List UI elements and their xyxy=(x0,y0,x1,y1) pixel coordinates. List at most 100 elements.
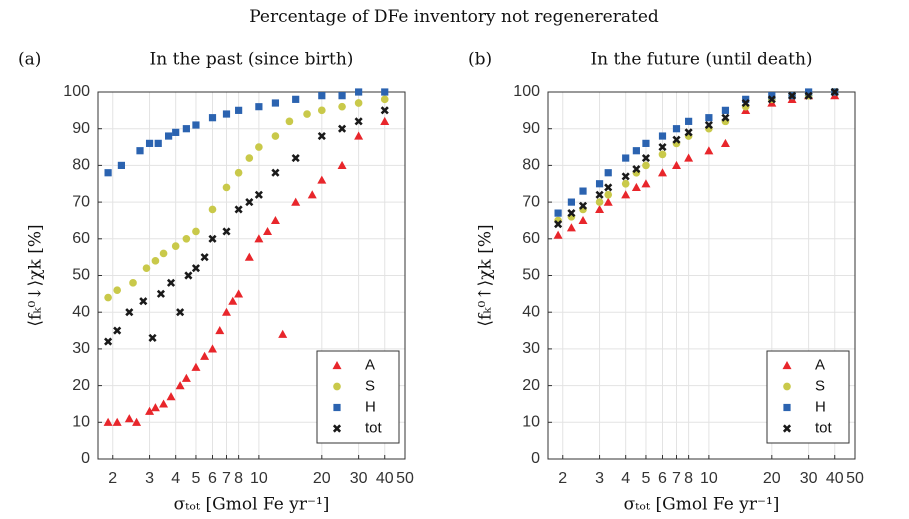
y-tick-label: 0 xyxy=(531,450,540,467)
point xyxy=(704,120,713,130)
point xyxy=(318,92,326,100)
point xyxy=(271,168,280,177)
point xyxy=(166,392,176,401)
point xyxy=(705,114,713,122)
point xyxy=(672,135,681,144)
legend-marker xyxy=(333,382,341,391)
point xyxy=(553,230,563,239)
point xyxy=(380,116,390,125)
point xyxy=(136,147,144,155)
point xyxy=(317,131,326,141)
point xyxy=(337,160,347,169)
point xyxy=(113,326,122,335)
point xyxy=(354,117,363,126)
point xyxy=(657,168,667,177)
x-axis-label: σₜₒₜ [Gmol Fe yr⁻¹] xyxy=(174,495,330,515)
y-tick-label: 50 xyxy=(72,267,90,284)
legend-marker xyxy=(782,361,792,370)
point xyxy=(221,307,231,316)
point xyxy=(113,286,122,295)
point xyxy=(165,132,173,140)
point xyxy=(641,179,651,188)
legend-label: H xyxy=(815,398,826,415)
point xyxy=(355,88,363,96)
point xyxy=(235,106,243,114)
point xyxy=(124,414,134,423)
point xyxy=(595,198,604,206)
point xyxy=(631,182,641,192)
panel-title: In the past (since birth) xyxy=(150,50,354,70)
point xyxy=(354,99,363,107)
point xyxy=(684,153,694,162)
point xyxy=(658,142,667,152)
panel-title: In the future (until death) xyxy=(590,50,812,70)
point xyxy=(222,227,231,236)
x-tick-label: 20 xyxy=(763,470,781,487)
point xyxy=(671,160,681,169)
y-tick-label: 70 xyxy=(522,193,540,210)
point xyxy=(767,95,776,104)
point xyxy=(641,153,651,163)
point xyxy=(159,249,168,258)
legend-label: S xyxy=(365,377,375,394)
y-tick-label: 60 xyxy=(72,230,90,247)
point xyxy=(125,308,134,317)
panel-label: (a) xyxy=(18,50,41,70)
x-tick-label: 8 xyxy=(684,470,693,487)
point xyxy=(207,344,217,353)
y-tick-label: 20 xyxy=(522,377,540,394)
point xyxy=(704,146,714,155)
point xyxy=(566,223,576,232)
point xyxy=(172,128,180,136)
y-tick-label: 40 xyxy=(522,303,540,320)
point xyxy=(254,190,263,199)
x-tick-label: 6 xyxy=(658,470,667,487)
point xyxy=(154,139,162,147)
y-tick-label: 10 xyxy=(72,414,90,431)
point xyxy=(191,362,201,371)
x-tick-label: 50 xyxy=(396,470,414,487)
figure-title: Percentage of DFe inventory not regenere… xyxy=(249,7,659,27)
point xyxy=(595,204,605,214)
point xyxy=(263,226,273,236)
y-tick-label: 40 xyxy=(72,303,90,320)
x-tick-label: 2 xyxy=(558,470,567,487)
point xyxy=(191,264,201,273)
point xyxy=(720,138,730,147)
point xyxy=(317,106,326,115)
point xyxy=(244,252,254,261)
point xyxy=(166,278,176,287)
point xyxy=(182,125,190,133)
legend-label: A xyxy=(815,356,825,373)
x-tick-label: 5 xyxy=(191,470,200,487)
y-axis-label: ⟨fₖ⁰↓⟩χk [%] xyxy=(26,224,46,326)
point xyxy=(595,190,604,199)
point xyxy=(200,253,209,262)
point xyxy=(171,242,180,250)
legend-label: S xyxy=(815,377,825,394)
point xyxy=(245,154,254,162)
x-tick-label: 3 xyxy=(595,470,604,487)
point xyxy=(285,117,294,126)
point xyxy=(234,205,243,214)
point xyxy=(151,256,160,265)
point xyxy=(145,139,154,147)
legend-box xyxy=(316,350,400,444)
point xyxy=(129,279,137,287)
point xyxy=(215,326,225,335)
x-tick-label: 10 xyxy=(250,470,268,487)
point xyxy=(103,417,113,426)
point xyxy=(741,98,750,108)
point xyxy=(192,121,200,129)
x-tick-label: 3 xyxy=(145,470,154,487)
legend-marker xyxy=(783,382,791,391)
x-tick-label: 5 xyxy=(641,470,650,487)
legend-box xyxy=(766,350,850,444)
point xyxy=(337,124,347,133)
y-tick-label: 100 xyxy=(63,83,90,100)
x-tick-label: 7 xyxy=(672,470,681,487)
point xyxy=(632,147,640,155)
point xyxy=(176,308,185,317)
x-tick-label: 10 xyxy=(700,470,718,487)
